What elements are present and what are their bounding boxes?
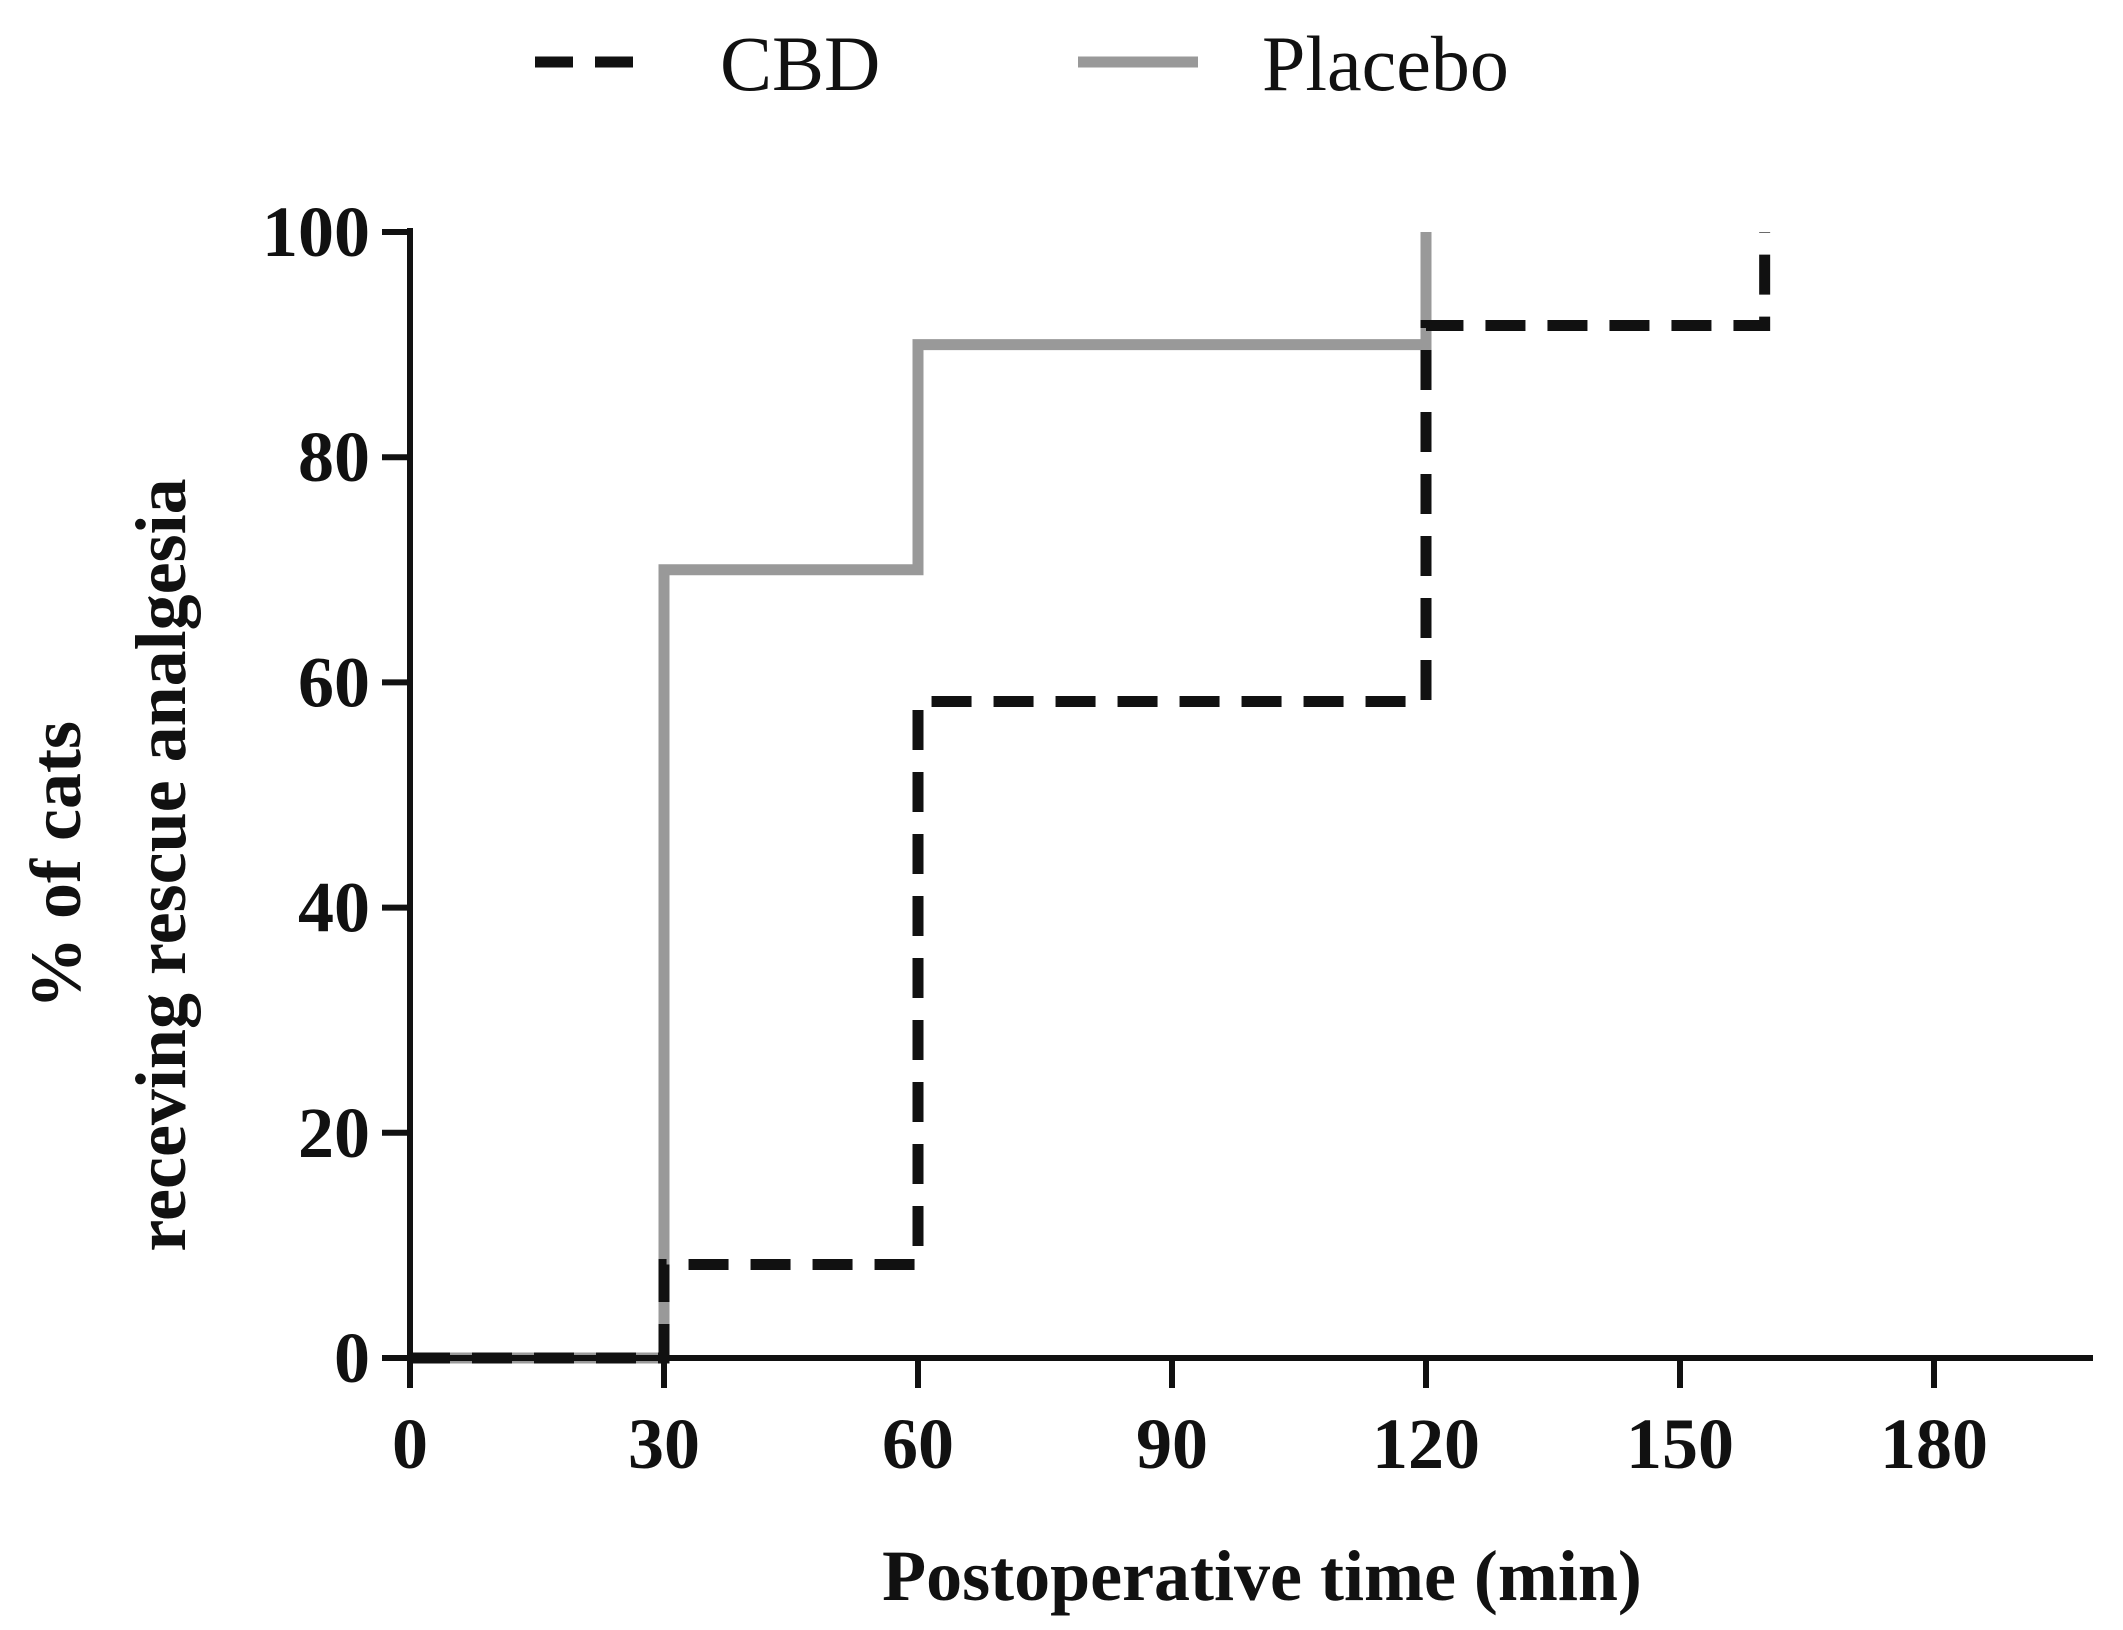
- y-tick-label: 20: [298, 1093, 370, 1173]
- series-line-cbd: [410, 232, 1771, 1364]
- legend-label-cbd: CBD: [720, 20, 880, 107]
- x-tick-label: 180: [1880, 1404, 1988, 1484]
- legend: CBD Placebo: [535, 20, 1509, 107]
- y-axis-title-line-1: % of cats: [16, 721, 96, 1009]
- y-axis-title: % of cats receving rescue analgesia: [16, 478, 201, 1251]
- x-axis-title: Postoperative time (min): [882, 1536, 1642, 1616]
- legend-entry-cbd: CBD: [535, 20, 880, 107]
- y-tick-label: 80: [298, 417, 370, 497]
- y-tick-label: 40: [298, 868, 370, 948]
- legend-entry-placebo: Placebo: [1078, 20, 1509, 107]
- legend-label-placebo: Placebo: [1262, 20, 1509, 107]
- y-tick-label: 100: [262, 192, 370, 272]
- x-tick-label: 120: [1372, 1404, 1480, 1484]
- x-tick-label: 30: [628, 1404, 700, 1484]
- x-tick-label: 150: [1626, 1404, 1734, 1484]
- y-tick-label: 0: [334, 1318, 370, 1398]
- x-tick-label: 0: [392, 1404, 428, 1484]
- y-tick-label: 60: [298, 642, 370, 722]
- x-tick-label: 60: [882, 1404, 954, 1484]
- axes-layer: 0 20 40 60 80 100 0 30 60 90 120 150 180: [262, 192, 2093, 1484]
- series-layer: [410, 232, 1771, 1364]
- y-axis-title-line-2: receving rescue analgesia: [121, 478, 201, 1251]
- x-tick-label: 90: [1136, 1404, 1208, 1484]
